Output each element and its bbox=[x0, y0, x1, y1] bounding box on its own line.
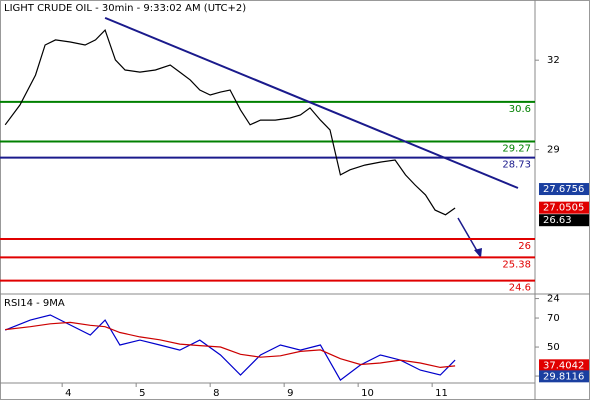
x-tick-label: 5 bbox=[139, 388, 145, 399]
value-tag bbox=[539, 183, 589, 196]
level-label: 28.73 bbox=[502, 160, 531, 171]
value-tag-label: 37.4042 bbox=[543, 360, 584, 371]
series-line bbox=[4, 28, 456, 216]
value-tag-label: 27.6756 bbox=[543, 184, 584, 195]
chart-title: LIGHT CRUDE OIL - 30min - 9:33:02 AM (UT… bbox=[4, 3, 246, 14]
x-tick-label: 8 bbox=[213, 388, 219, 399]
series-line bbox=[5, 321, 456, 369]
y-tick-label: 50 bbox=[547, 342, 560, 353]
y-tick-label: 29 bbox=[547, 145, 560, 156]
value-tag-label: 29.8116 bbox=[543, 371, 584, 382]
panel-title: RSI14 - 9MA bbox=[4, 298, 65, 309]
value-tag-label: 26.63 bbox=[543, 215, 572, 226]
y-tick-label: 32 bbox=[547, 55, 560, 66]
x-tick-label: 11 bbox=[435, 388, 448, 399]
value-tag bbox=[539, 370, 589, 383]
level-label: 30.6 bbox=[509, 104, 531, 115]
x-tick-label: 9 bbox=[287, 388, 293, 399]
x-tick-label: 4 bbox=[65, 388, 71, 399]
value-tag bbox=[539, 359, 589, 372]
level-label: 24.6 bbox=[509, 283, 531, 294]
trendline bbox=[104, 16, 519, 189]
y-tick-label: 24 bbox=[547, 294, 560, 305]
y-tick-label: 70 bbox=[547, 313, 560, 324]
series-line bbox=[4, 314, 456, 381]
level-label: 29.27 bbox=[502, 144, 531, 155]
x-tick-label: 10 bbox=[361, 388, 374, 399]
level-label: 25.38 bbox=[502, 259, 531, 270]
arrow-head bbox=[474, 248, 482, 258]
level-label: 26 bbox=[518, 241, 531, 252]
value-tag bbox=[539, 201, 589, 214]
value-tag bbox=[539, 214, 589, 227]
value-tag-label: 27.0505 bbox=[543, 203, 584, 214]
